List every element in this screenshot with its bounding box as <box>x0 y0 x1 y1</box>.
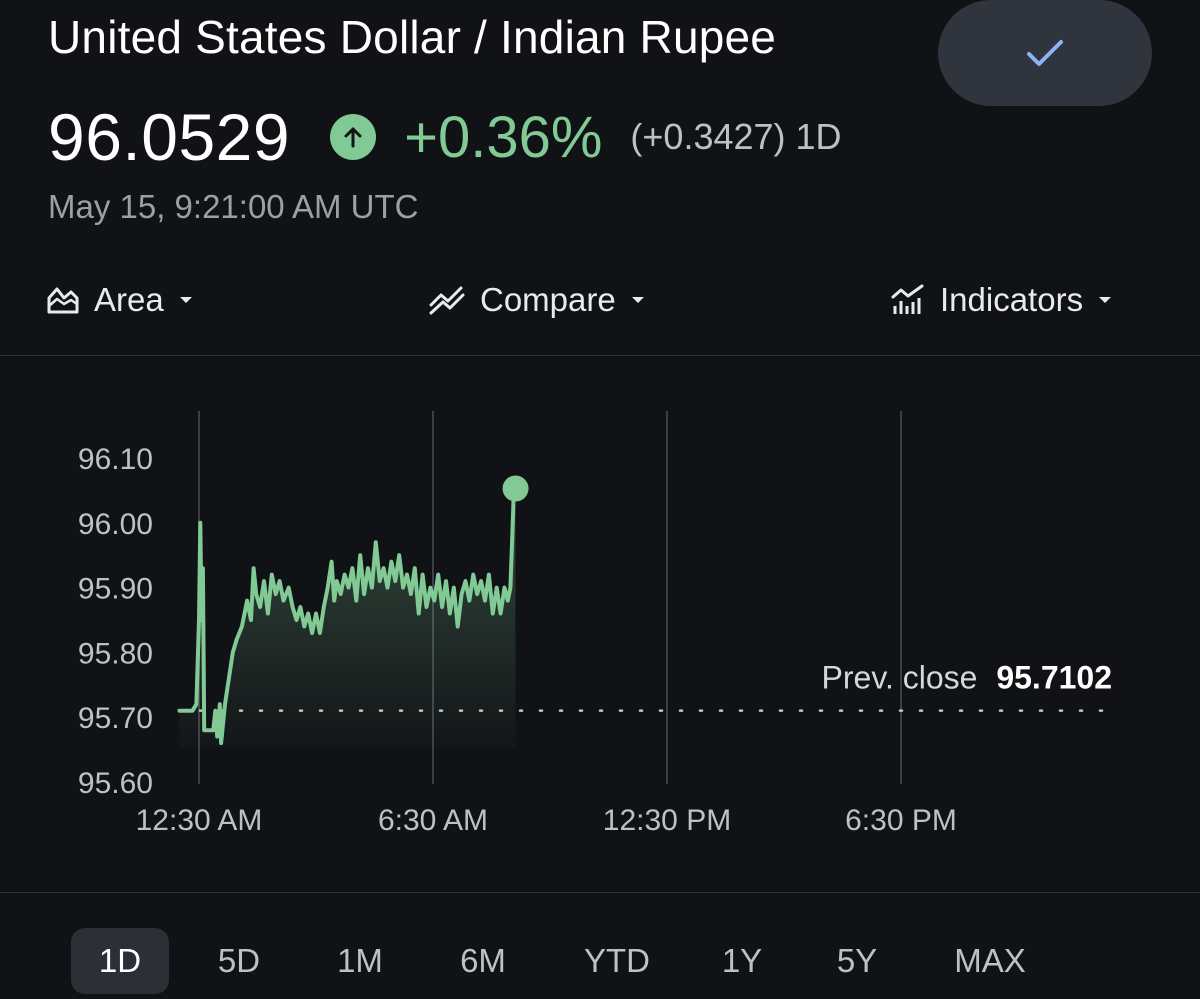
chart-type-dropdown[interactable]: Area <box>46 278 194 322</box>
y-tick-label: 96.00 <box>78 508 153 541</box>
range-divider <box>0 892 1200 893</box>
x-axis: 12:30 AM 6:30 AM 12:30 PM 6:30 PM <box>136 804 957 837</box>
area-fill <box>179 490 516 748</box>
follow-button[interactable] <box>938 0 1152 106</box>
chart-type-label: Area <box>94 281 164 318</box>
range-button-ytd[interactable]: YTD <box>584 942 650 979</box>
indicators-icon <box>891 284 924 314</box>
toolbar-divider <box>0 355 1200 356</box>
range-button-6m[interactable]: 6M <box>460 942 506 979</box>
x-tick-label: 12:30 AM <box>136 804 263 837</box>
prev-close-value: 95.7102 <box>996 660 1112 696</box>
compare-label: Compare <box>480 281 616 318</box>
compare-icon <box>429 286 465 315</box>
range-button-1d[interactable]: 1D <box>71 928 169 994</box>
change-span: 1D <box>795 116 842 157</box>
price-row: 96.0529 +0.36% (+0.3427) 1D <box>48 100 842 174</box>
x-tick-label: 6:30 AM <box>378 804 488 837</box>
y-tick-label: 95.90 <box>78 573 153 606</box>
y-axis: 96.10 96.00 95.90 95.80 95.70 95.60 <box>78 443 153 800</box>
price-chart[interactable]: 96.10 96.00 95.90 95.80 95.70 95.60 12:30 AM 6… <box>0 356 1200 856</box>
price-line <box>177 488 518 746</box>
range-button-5d[interactable]: 5D <box>217 942 261 979</box>
indicators-dropdown[interactable]: Indicators <box>890 278 1113 322</box>
time-range-selector: 1D 5D 1M 6M YTD 1Y 5Y MAX <box>0 924 1200 999</box>
chevron-down-icon <box>179 297 192 303</box>
change-percent: +0.36% <box>404 104 603 170</box>
prev-close-label: Prev. close 95.7102 <box>822 660 1112 696</box>
x-tick-label: 12:30 PM <box>603 804 731 837</box>
indicators-label: Indicators <box>940 281 1084 318</box>
range-button-1y[interactable]: 1Y <box>721 942 763 979</box>
prev-close-caption: Prev. close <box>822 660 978 696</box>
range-button-1m[interactable]: 1M <box>337 942 383 979</box>
range-button-5y[interactable]: 5Y <box>836 942 878 979</box>
timestamp: May 15, 9:21:00 AM UTC <box>48 188 419 225</box>
chevron-down-icon <box>1099 297 1112 303</box>
x-tick-label: 6:30 PM <box>845 804 957 837</box>
checkmark-icon <box>1027 40 1063 66</box>
y-tick-label: 95.70 <box>78 702 153 735</box>
y-tick-label: 95.60 <box>78 767 153 800</box>
y-tick-label: 95.80 <box>78 637 153 670</box>
page-title: United States Dollar / Indian Rupee <box>48 11 777 63</box>
compare-dropdown[interactable]: Compare <box>428 278 646 322</box>
chevron-down-icon <box>631 297 644 303</box>
area-chart-icon <box>47 287 79 314</box>
y-tick-label: 96.10 <box>78 443 153 476</box>
arrow-up-icon <box>330 114 377 160</box>
last-price-marker <box>502 475 529 502</box>
range-button-max[interactable]: MAX <box>954 942 1026 979</box>
change-absolute: (+0.3427) <box>630 116 786 157</box>
current-price: 96.0529 <box>48 100 291 174</box>
